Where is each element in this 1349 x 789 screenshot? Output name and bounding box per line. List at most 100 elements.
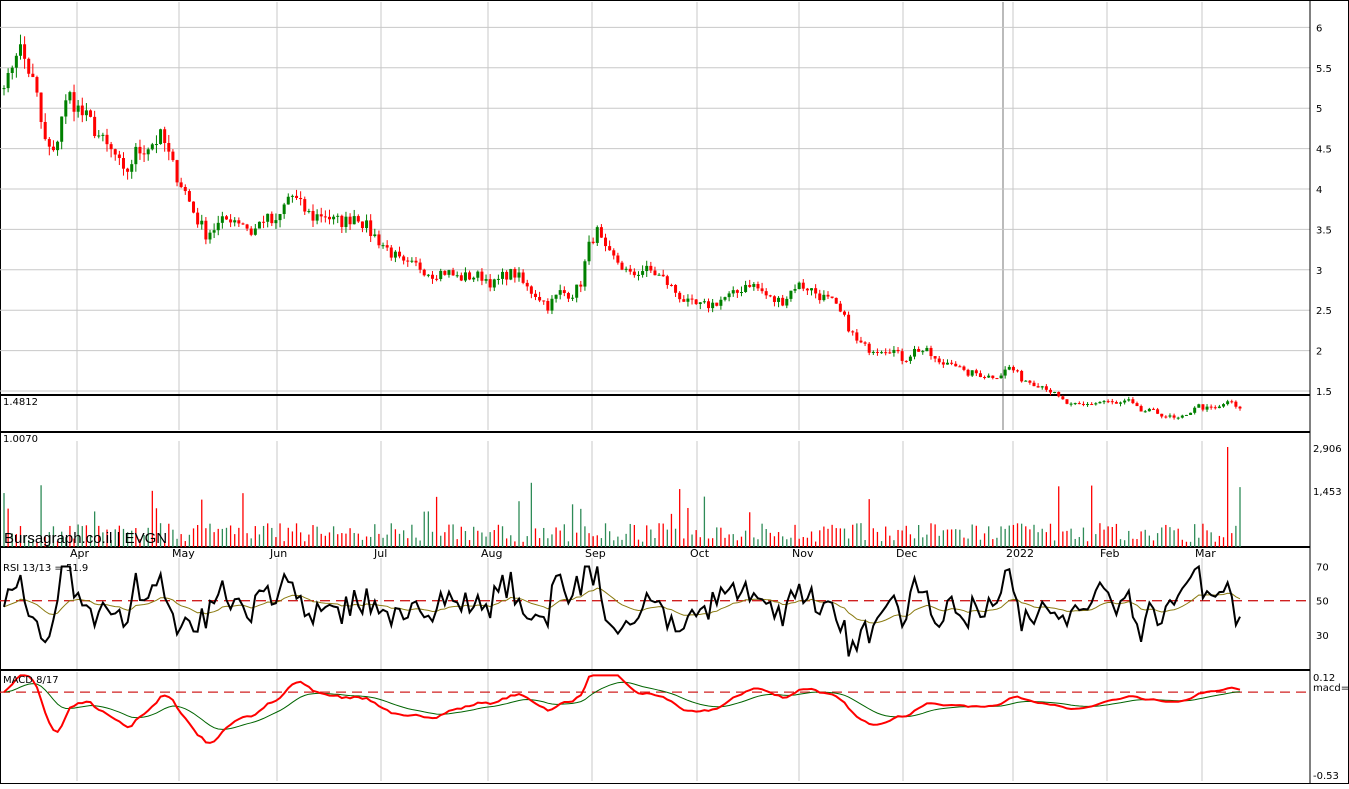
candle-body	[295, 195, 299, 199]
candle-body	[18, 44, 22, 56]
candle-body	[488, 279, 492, 288]
candle-body	[669, 284, 673, 286]
candle-body	[117, 154, 121, 159]
candle-body	[282, 204, 286, 215]
candle-body	[229, 219, 233, 223]
candle-body	[529, 286, 533, 294]
candle-body	[777, 297, 781, 302]
candle-body	[805, 288, 809, 291]
candle-body	[319, 214, 323, 217]
candle-body	[863, 342, 867, 344]
candle-body	[1032, 382, 1036, 387]
candle-body	[900, 351, 904, 361]
x-tick-label: 2022	[1006, 547, 1034, 560]
candle-body	[64, 100, 68, 117]
rsi-panel	[0, 564, 1310, 657]
candle-body	[336, 215, 340, 217]
candle-body	[1024, 380, 1028, 382]
y-tick-label: 2.5	[1316, 306, 1332, 317]
candle-body	[97, 135, 101, 137]
candle-body	[430, 274, 434, 279]
x-tick-label: Jun	[269, 547, 287, 560]
candle-body	[645, 265, 649, 272]
candle-body	[60, 116, 64, 142]
candle-body	[1209, 406, 1213, 408]
candle-body	[56, 141, 60, 151]
candle-body	[311, 211, 315, 221]
x-tick-label: Aug	[481, 547, 502, 560]
candle-body	[1230, 401, 1234, 403]
candle-body	[233, 220, 237, 223]
candle-body	[715, 302, 719, 306]
x-tick-label: Mar	[1195, 547, 1216, 560]
candle-body	[999, 375, 1003, 379]
x-tick-label: Jul	[373, 547, 387, 560]
y-tick-label: 5.5	[1316, 64, 1332, 75]
candle-body	[1201, 404, 1205, 410]
candle-body	[241, 223, 245, 225]
candle-body	[1094, 403, 1098, 405]
candle-body	[121, 158, 125, 169]
volume-panel	[3, 447, 1241, 547]
x-tick-label: May	[172, 547, 195, 560]
candle-body	[286, 196, 290, 205]
y-tick-label: 3	[1316, 266, 1322, 277]
candle-body	[851, 331, 855, 333]
candle-body	[1065, 399, 1069, 404]
x-tick-label: Oct	[690, 547, 710, 560]
candle-body	[484, 279, 488, 281]
candle-body	[1238, 406, 1242, 409]
candle-body	[1003, 369, 1007, 376]
candle-body	[39, 92, 43, 122]
candle-body	[348, 216, 352, 225]
candle-body	[612, 250, 616, 256]
candle-body	[987, 375, 991, 378]
candle-body	[154, 144, 158, 146]
candle-body	[183, 186, 187, 192]
candle-body	[711, 302, 715, 309]
candle-body	[880, 352, 884, 354]
macd-panel	[0, 674, 1310, 744]
candle-body	[517, 272, 521, 278]
candle-body	[101, 134, 105, 136]
candle-body	[1119, 402, 1123, 404]
candle-body	[616, 255, 620, 263]
candle-body	[1090, 404, 1094, 406]
candle-body	[72, 92, 76, 112]
rsi-line	[3, 564, 1241, 657]
volume-tick-label: 1,453	[1313, 487, 1342, 498]
candle-body	[538, 296, 542, 301]
candle-body	[216, 222, 220, 231]
candle-body	[196, 212, 200, 225]
candle-body	[591, 241, 595, 243]
candle-body	[1098, 401, 1102, 404]
candle-body	[513, 269, 517, 278]
candle-body	[698, 302, 702, 305]
candle-body	[47, 139, 51, 147]
candle-body	[550, 298, 554, 311]
candle-body	[377, 234, 381, 246]
candle-body	[35, 77, 39, 93]
candle-body	[587, 241, 591, 262]
candle-body	[735, 290, 739, 293]
candle-body	[1086, 404, 1090, 406]
candle-body	[2, 88, 6, 90]
candle-body	[134, 146, 138, 165]
candle-body	[1193, 407, 1197, 413]
y-tick-label: 6	[1316, 23, 1322, 34]
candle-body	[89, 110, 93, 117]
candle-body	[624, 268, 628, 270]
candle-body	[781, 297, 785, 306]
candle-body	[1160, 413, 1164, 417]
candle-body	[954, 363, 958, 367]
candle-body	[595, 227, 599, 243]
candle-body	[937, 358, 941, 363]
candle-body	[1176, 417, 1180, 419]
candle-body	[109, 144, 113, 150]
candle-body	[793, 289, 797, 291]
candle-body	[426, 274, 430, 276]
candle-body	[554, 294, 558, 299]
candle-body	[237, 220, 241, 224]
